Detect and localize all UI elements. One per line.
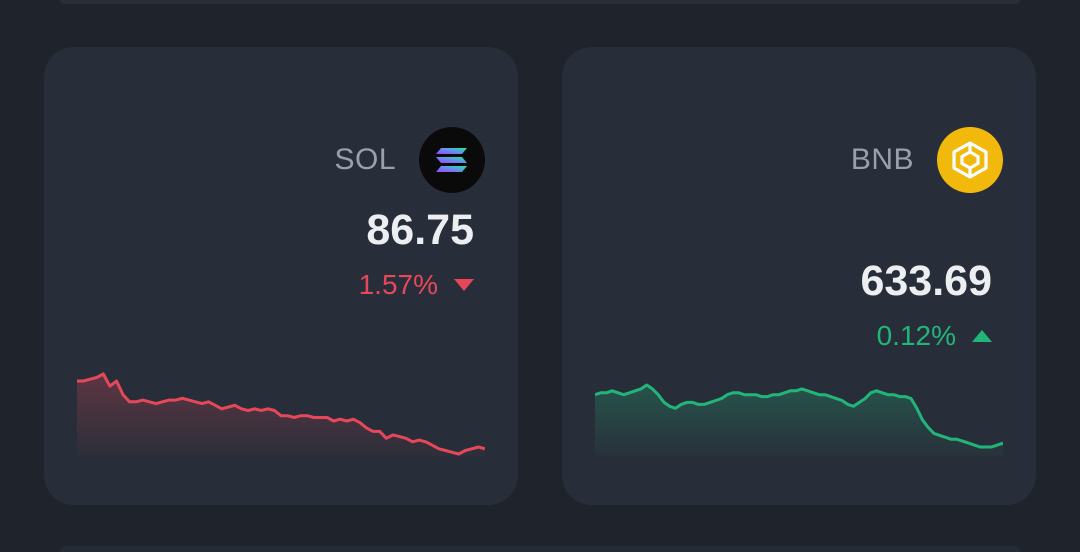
bnb-logo-icon [937,127,1003,193]
price-change: 1.57% [359,268,474,302]
next-card-edge [60,546,1020,552]
sparkline-line [595,383,1003,449]
down-triangle-icon [454,279,474,291]
price-change-percent: 0.12% [876,320,956,351]
previous-card-edge [60,0,1020,4]
coin-symbol: SOL [334,143,396,176]
bnb-ticker-card[interactable]: BNB 633.69 0.12% [562,47,1036,505]
coin-price: 86.75 [366,206,474,254]
price-change-percent: 1.57% [358,269,438,300]
sol-ticker-card[interactable]: SOL 86.75 1.57% [44,47,518,505]
up-triangle-icon [972,330,992,342]
coin-price: 633.69 [860,257,992,305]
sparkline-line [77,372,485,456]
price-change: 0.12% [877,319,992,353]
coin-symbol: BNB [850,143,914,176]
sparkline-chart [595,383,1003,457]
solana-logo-icon [419,127,485,193]
sparkline-chart [77,372,485,457]
sparkline-area [595,385,1003,457]
